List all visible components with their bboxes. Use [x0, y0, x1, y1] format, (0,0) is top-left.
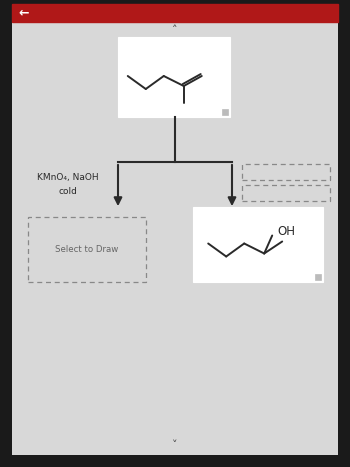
- Bar: [12, 4, 338, 22]
- Text: KMnO₄, NaOH: KMnO₄, NaOH: [37, 173, 99, 182]
- Text: cold: cold: [58, 187, 77, 196]
- Bar: [242, 164, 330, 180]
- Text: OH: OH: [277, 225, 295, 238]
- Text: ˅: ˅: [172, 440, 178, 450]
- Bar: [28, 217, 146, 282]
- Text: ←: ←: [19, 7, 29, 20]
- Bar: [193, 207, 323, 282]
- Bar: [242, 185, 330, 201]
- Bar: [118, 37, 230, 117]
- Bar: [315, 274, 321, 280]
- Text: Select to Draw: Select to Draw: [55, 245, 119, 254]
- Text: ˄: ˄: [172, 25, 178, 35]
- Bar: [222, 109, 228, 115]
